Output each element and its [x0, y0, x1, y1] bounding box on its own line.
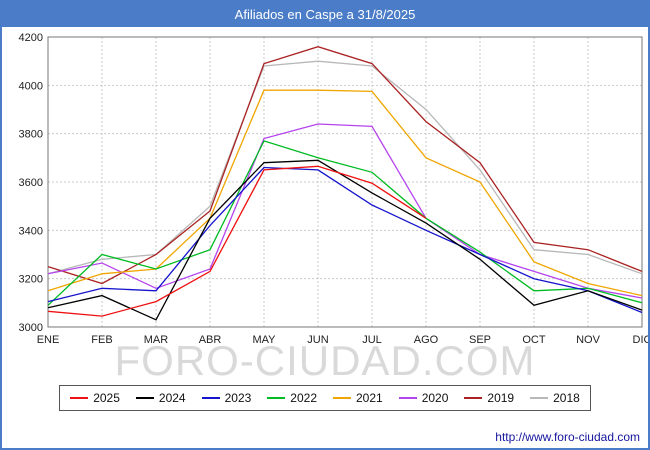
svg-text:AGO: AGO: [414, 334, 439, 346]
legend-item-2020: 2020: [398, 391, 449, 405]
svg-text:OCT: OCT: [522, 334, 546, 346]
foro-ciudad-link[interactable]: http://www.foro-ciudad.com: [495, 430, 640, 444]
legend-item-2018: 2018: [530, 391, 580, 405]
svg-text:MAR: MAR: [144, 334, 169, 346]
legend-label: 2025: [93, 391, 120, 405]
svg-text:3000: 3000: [19, 322, 43, 334]
legend-swatch-icon: [70, 397, 89, 399]
legend-swatch-icon: [464, 397, 483, 399]
legend-label: 2023: [224, 391, 252, 405]
legend-label: 2019: [487, 391, 515, 405]
legend-item-2025: 2025: [70, 391, 120, 405]
svg-text:DIC: DIC: [633, 334, 648, 346]
legend-swatch-icon: [201, 397, 220, 399]
legend-label: 2021: [356, 391, 383, 405]
legend-swatch-icon: [333, 397, 351, 399]
chart-title: Afiliados en Caspe a 31/8/2025: [2, 2, 648, 27]
legend-label: 2022: [290, 391, 317, 405]
svg-text:4000: 4000: [19, 80, 43, 92]
svg-text:4200: 4200: [19, 32, 43, 44]
legend-item-2019: 2019: [464, 391, 514, 405]
legend-swatch-icon: [135, 397, 154, 399]
legend-item-2022: 2022: [267, 391, 317, 405]
svg-text:MAY: MAY: [252, 334, 276, 346]
legend-item-2023: 2023: [201, 391, 252, 405]
svg-text:3600: 3600: [19, 177, 43, 189]
legend-swatch-icon: [398, 397, 417, 399]
chart-area: 3000 3200 3400 3600 3800 4000 4200 ENE FEB MAR ABR…: [2, 27, 648, 384]
legend: 2025 2024 2023 2022 2021 2020 2019 2018: [59, 385, 591, 411]
svg-text:3200: 3200: [19, 274, 43, 286]
legend-swatch-icon: [267, 397, 286, 399]
legend-label: 2018: [553, 391, 580, 405]
svg-text:JUN: JUN: [307, 334, 328, 346]
legend-label: 2020: [421, 391, 449, 405]
line-chart: 3000 3200 3400 3600 3800 4000 4200 ENE FEB MAR ABR…: [19, 32, 648, 346]
svg-text:ENE: ENE: [37, 334, 60, 346]
legend-swatch-icon: [530, 397, 549, 399]
svg-text:NOV: NOV: [576, 334, 601, 346]
svg-text:SEP: SEP: [469, 334, 491, 346]
svg-text:JUL: JUL: [362, 334, 382, 346]
legend-item-2024: 2024: [135, 391, 186, 405]
svg-text:3400: 3400: [19, 225, 43, 237]
svg-text:FEB: FEB: [91, 334, 112, 346]
svg-text:3800: 3800: [19, 129, 43, 141]
legend-item-2021: 2021: [333, 391, 383, 405]
footer-url: http://www.foro-ciudad.com: [495, 430, 640, 444]
legend-label: 2024: [158, 391, 186, 405]
svg-text:ABR: ABR: [199, 334, 222, 346]
